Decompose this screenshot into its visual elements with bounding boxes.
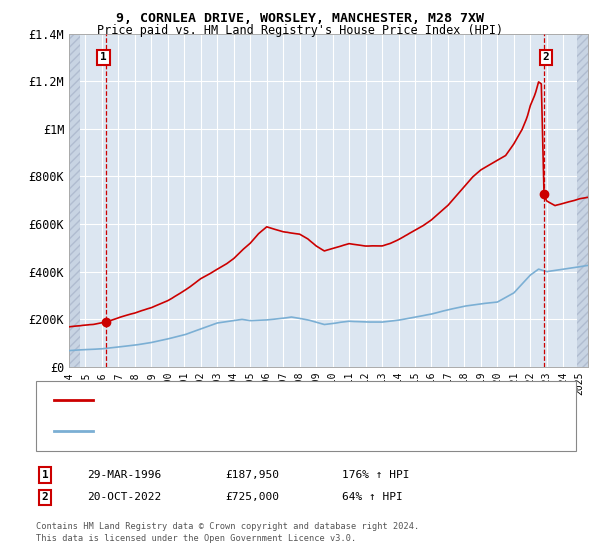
Text: 1: 1 [41,470,49,480]
Bar [69,34,80,367]
Text: 64% ↑ HPI: 64% ↑ HPI [342,492,403,502]
Text: £187,950: £187,950 [225,470,279,480]
Text: 20-OCT-2022: 20-OCT-2022 [87,492,161,502]
Text: 9, CORNLEA DRIVE, WORSLEY, MANCHESTER, M28 7XW (detached house): 9, CORNLEA DRIVE, WORSLEY, MANCHESTER, M… [99,395,493,405]
Text: 176% ↑ HPI: 176% ↑ HPI [342,470,409,480]
Text: Price paid vs. HM Land Registry's House Price Index (HPI): Price paid vs. HM Land Registry's House … [97,24,503,37]
Text: This data is licensed under the Open Government Licence v3.0.: This data is licensed under the Open Gov… [36,534,356,543]
Bar [577,34,588,367]
Text: Contains HM Land Registry data © Crown copyright and database right 2024.: Contains HM Land Registry data © Crown c… [36,522,419,531]
Text: HPI: Average price, detached house, Salford: HPI: Average price, detached house, Salf… [99,426,368,436]
Text: 1: 1 [100,53,107,62]
Text: £725,000: £725,000 [225,492,279,502]
Text: 9, CORNLEA DRIVE, WORSLEY, MANCHESTER, M28 7XW: 9, CORNLEA DRIVE, WORSLEY, MANCHESTER, M… [116,12,484,25]
Text: 2: 2 [41,492,49,502]
Text: 29-MAR-1996: 29-MAR-1996 [87,470,161,480]
Text: 2: 2 [542,53,550,62]
